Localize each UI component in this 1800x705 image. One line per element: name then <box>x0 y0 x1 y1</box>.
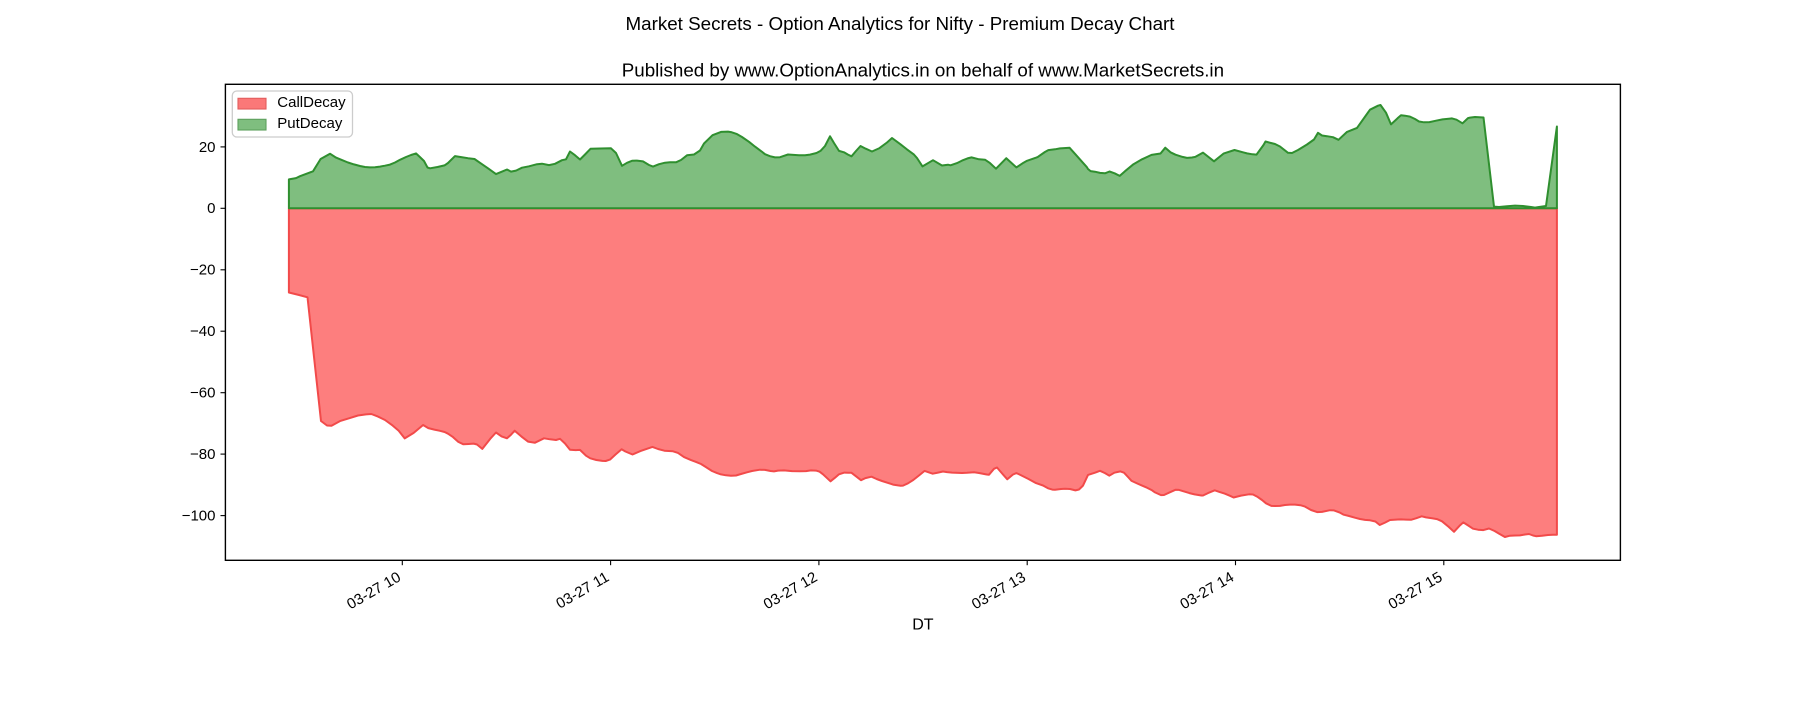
svg-text:Market Secrets - Option Analyt: Market Secrets - Option Analytics for Ni… <box>626 13 1176 34</box>
svg-text:−20: −20 <box>190 262 215 279</box>
svg-text:CallDecay: CallDecay <box>277 94 346 111</box>
svg-text:−100: −100 <box>182 508 216 525</box>
svg-text:Published by www.OptionAnalyti: Published by www.OptionAnalytics.in on b… <box>622 60 1224 81</box>
svg-text:−40: −40 <box>190 323 215 340</box>
svg-text:0: 0 <box>207 200 215 217</box>
svg-text:PutDecay: PutDecay <box>277 115 343 132</box>
svg-text:20: 20 <box>199 139 216 156</box>
svg-text:−80: −80 <box>190 446 215 463</box>
svg-text:DT: DT <box>912 617 934 634</box>
svg-text:−60: −60 <box>190 385 215 402</box>
